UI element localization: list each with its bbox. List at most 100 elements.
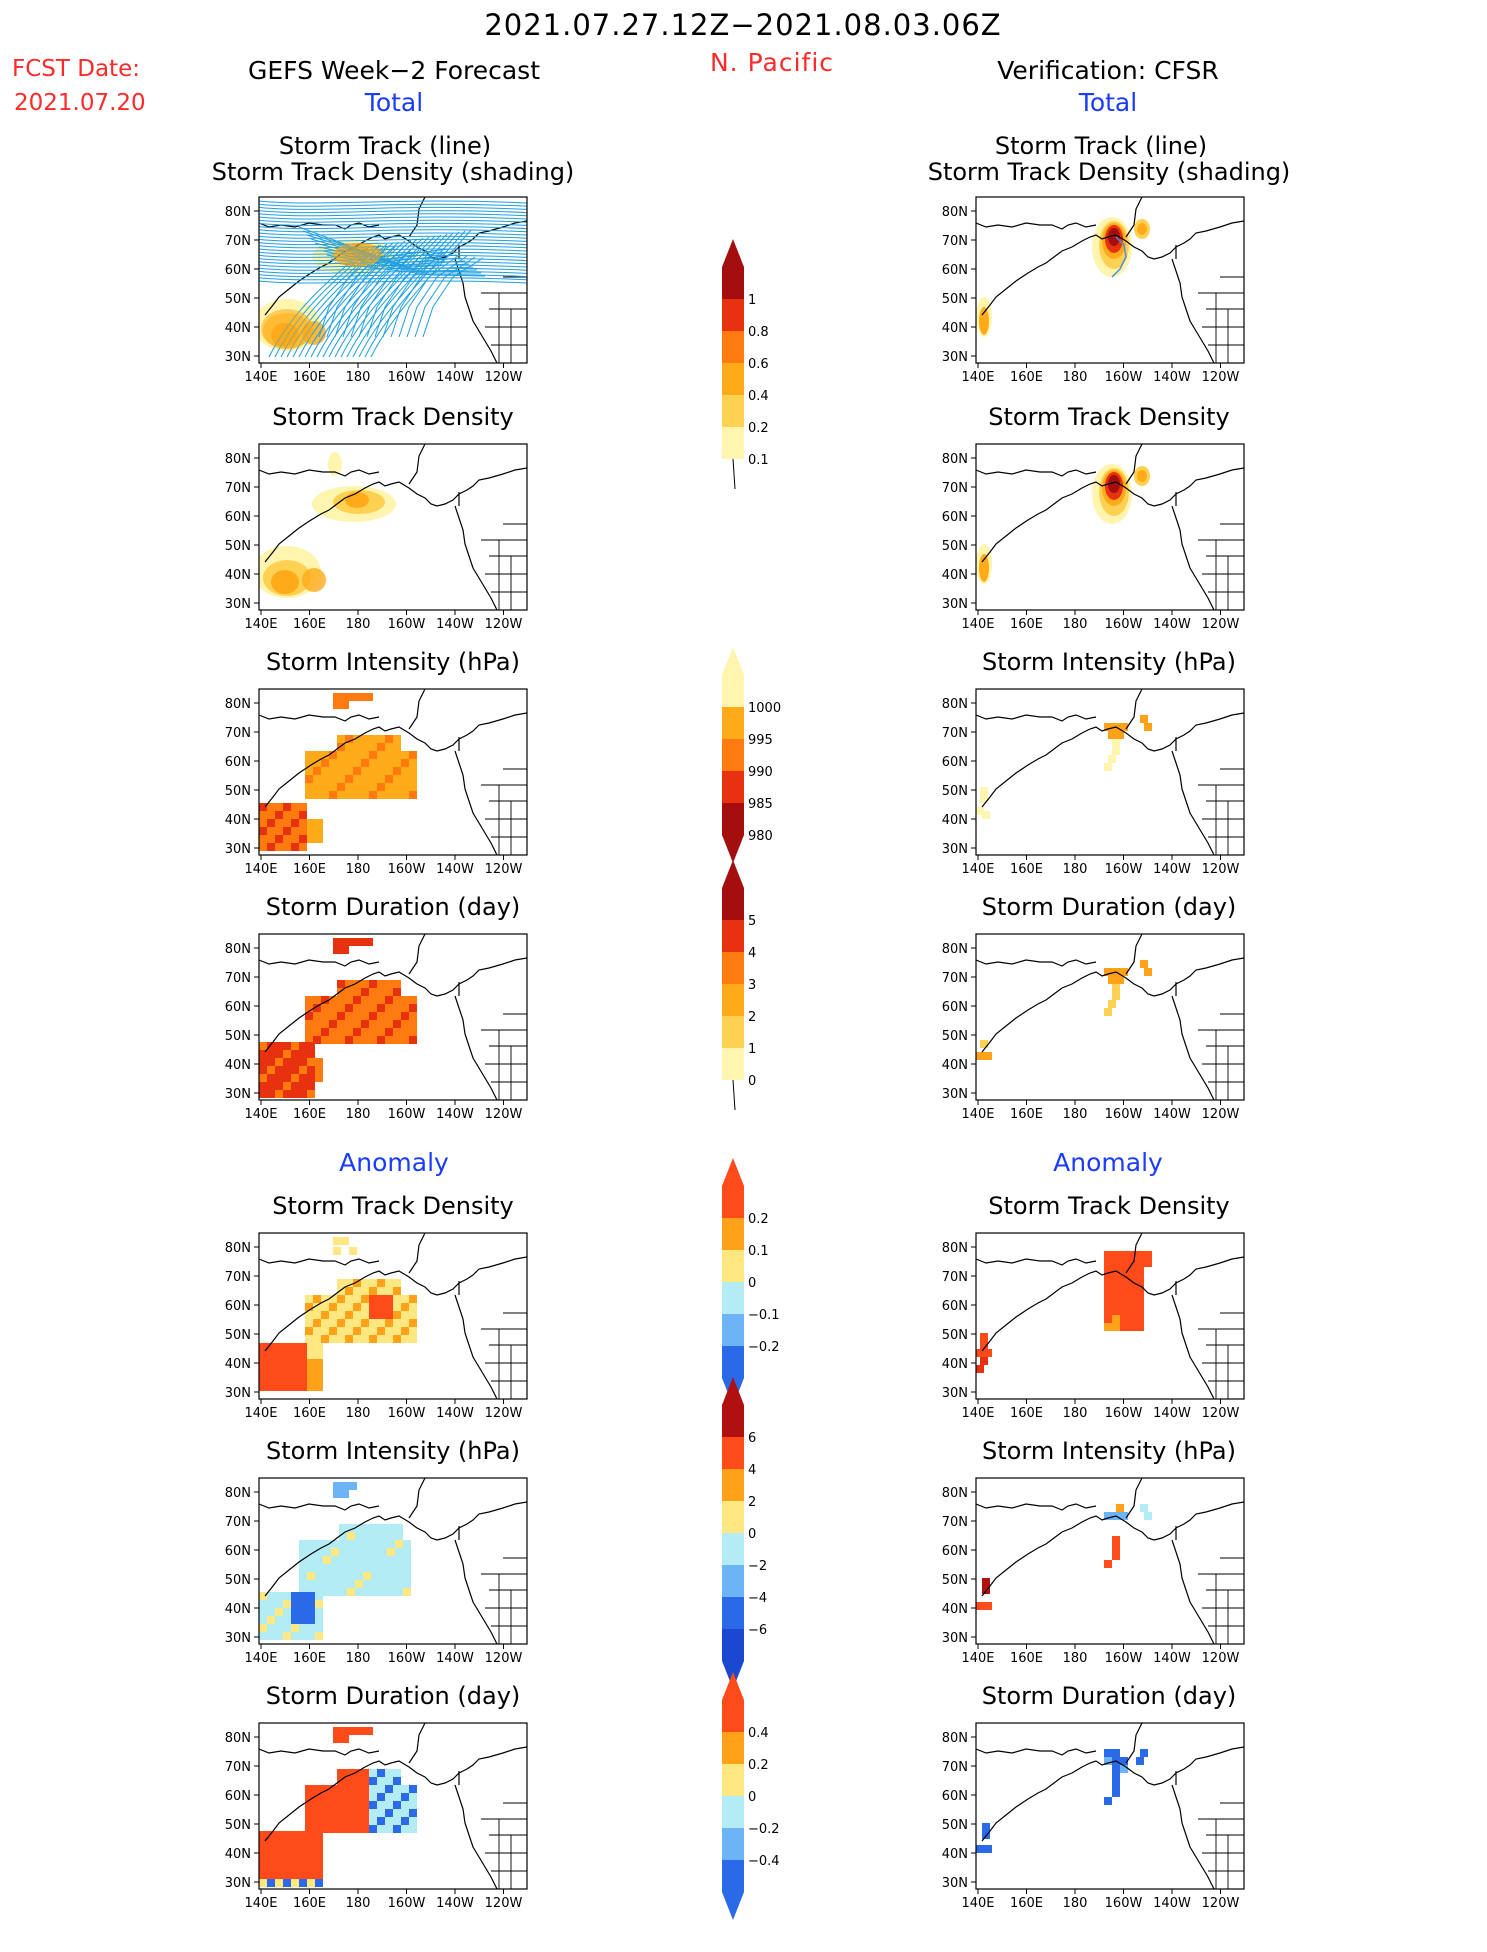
left-title-track-shading: Storm Track Density (shading) <box>211 158 575 186</box>
lat-tick-label: 70N <box>942 971 968 986</box>
lon-tick-label: 120W <box>1202 1896 1240 1911</box>
lat-tick-label: 60N <box>225 263 251 278</box>
colorbar-label: −6 <box>748 1623 767 1638</box>
colorbar-swatch <box>722 299 744 331</box>
colorbar-swatch <box>722 1405 744 1437</box>
lon-tick-label: 120W <box>1202 862 1240 877</box>
left-total-label: Total <box>364 88 424 117</box>
colorbar-swatch <box>722 1437 744 1469</box>
colorbar-duration_total: 5 4 3 2 1 0 <box>722 860 756 1111</box>
lon-tick-label: 160W <box>388 617 426 632</box>
lon-tick-label: 120W <box>1202 1107 1240 1122</box>
lon-tick-label: 160W <box>388 1896 426 1911</box>
right-title-anom-density: Storm Track Density <box>988 1192 1230 1220</box>
lat-tick-label: 50N <box>942 1328 968 1343</box>
lat-tick-label: 50N <box>225 1818 251 1833</box>
colorbar-swatch <box>722 952 744 984</box>
lon-tick-label: 180 <box>1063 1896 1088 1911</box>
left-title-anom-density: Storm Track Density <box>272 1192 514 1220</box>
colorbar-label: 0.4 <box>748 389 769 404</box>
lat-tick-label: 60N <box>225 1299 251 1314</box>
left-map-adur: 80N 70N 60N 50N 40N 30N 140E 160E 180 160W 140W 120… <box>225 1722 528 1911</box>
lat-tick-label: 80N <box>225 205 251 220</box>
lat-tick-label: 60N <box>225 1789 251 1804</box>
lon-tick-label: 140W <box>1153 1406 1191 1421</box>
lon-tick-label: 160E <box>293 1107 326 1122</box>
lon-tick-label: 140E <box>961 862 994 877</box>
lat-tick-label: 30N <box>942 1087 968 1102</box>
lon-tick-label: 160E <box>1010 1651 1043 1666</box>
colorbar-swatch <box>722 1533 744 1565</box>
right-title-intensity: Storm Intensity (hPa) <box>982 648 1236 676</box>
lon-tick-label: 160E <box>1010 370 1043 385</box>
colorbar-label: 4 <box>748 946 756 961</box>
colorbar-swatch <box>722 1016 744 1048</box>
colorbar-intensity_anom: 6 4 2 0 −2 −4 −6 <box>722 1377 767 1689</box>
colorbar-label: 3 <box>748 978 756 993</box>
left-title-anom-intensity: Storm Intensity (hPa) <box>266 1437 520 1465</box>
colorbar-label: −2 <box>748 1559 767 1574</box>
colorbar-swatch <box>722 1629 744 1661</box>
colorbar-swatch <box>722 1186 744 1218</box>
lat-tick-label: 40N <box>942 321 968 336</box>
lon-tick-label: 140W <box>436 617 474 632</box>
lon-tick-label: 160E <box>1010 862 1043 877</box>
lat-tick-label: 80N <box>225 697 251 712</box>
lon-tick-label: 120W <box>485 1406 523 1421</box>
lat-tick-label: 30N <box>942 350 968 365</box>
left-model-title: GEFS Week−2 Forecast <box>247 56 541 85</box>
colorbar-label: 0.8 <box>748 325 769 340</box>
lat-tick-label: 80N <box>942 1731 968 1746</box>
lat-tick-label: 70N <box>225 1760 251 1775</box>
left-title-anom-duration: Storm Duration (day) <box>265 1682 521 1710</box>
lon-tick-label: 140W <box>436 862 474 877</box>
lon-tick-label: 160W <box>1105 1651 1143 1666</box>
lon-tick-label: 180 <box>1063 1406 1088 1421</box>
lon-tick-label: 160W <box>1105 1406 1143 1421</box>
colorbar-swatch <box>722 1282 744 1314</box>
colorbar-label: −0.4 <box>748 1854 780 1869</box>
colorbar-swatch <box>722 363 744 395</box>
colorbar-label: 1 <box>748 293 756 308</box>
lat-tick-label: 60N <box>942 1299 968 1314</box>
colorbar-density_total: 1 0.8 0.6 0.4 0.2 0.1 <box>722 239 769 490</box>
lon-tick-label: 160W <box>1105 617 1143 632</box>
lon-tick-label: 160W <box>388 1651 426 1666</box>
lat-tick-label: 30N <box>225 842 251 857</box>
lat-tick-label: 30N <box>942 1386 968 1401</box>
left-title-intensity: Storm Intensity (hPa) <box>266 648 520 676</box>
lat-tick-label: 70N <box>225 234 251 249</box>
lon-tick-label: 160W <box>388 1406 426 1421</box>
colorbar-label: 995 <box>748 733 773 748</box>
right-anomaly-label: Anomaly <box>1053 1148 1163 1177</box>
left-map-intensity: 80N 70N 60N 50N 40N 30N 140E 160E 180 160W 140W 120… <box>225 688 528 877</box>
colorbar-swatch <box>722 1218 744 1250</box>
lat-tick-label: 80N <box>942 452 968 467</box>
lon-tick-label: 160W <box>1105 862 1143 877</box>
lon-tick-label: 140E <box>244 1406 277 1421</box>
lon-tick-label: 180 <box>346 862 371 877</box>
lat-tick-label: 50N <box>942 1029 968 1044</box>
lat-tick-label: 40N <box>225 1602 251 1617</box>
lat-tick-label: 60N <box>942 755 968 770</box>
colorbar-label: 1000 <box>748 701 781 716</box>
lon-tick-label: 160W <box>1105 370 1143 385</box>
lon-tick-label: 160E <box>1010 617 1043 632</box>
lon-tick-label: 120W <box>1202 617 1240 632</box>
lon-tick-label: 180 <box>346 370 371 385</box>
lat-tick-label: 50N <box>225 784 251 799</box>
left-map-track: 80N 70N 60N 50N 40N 30N 140E 160E 180 160W 140W 120… <box>225 196 528 385</box>
lat-tick-label: 40N <box>225 568 251 583</box>
lat-tick-label: 50N <box>225 1328 251 1343</box>
lon-tick-label: 160E <box>293 370 326 385</box>
colorbar-label: 4 <box>748 1463 756 1478</box>
lon-tick-label: 120W <box>485 1107 523 1122</box>
lat-tick-label: 30N <box>942 1631 968 1646</box>
lon-tick-label: 120W <box>1202 1651 1240 1666</box>
left-map-duration: 80N 70N 60N 50N 40N 30N 140E 160E 180 160W 140W 120… <box>225 933 528 1122</box>
right-map-adens: 80N 70N 60N 50N 40N 30N 140E 160E 180 160W 140W 120… <box>942 1232 1245 1421</box>
colorbar-swatch <box>722 331 744 363</box>
lat-tick-label: 70N <box>225 1515 251 1530</box>
right-map-adur: 80N 70N 60N 50N 40N 30N 140E 160E 180 160W 140W 120… <box>942 1722 1245 1911</box>
right-title-anom-duration: Storm Duration (day) <box>981 1682 1237 1710</box>
